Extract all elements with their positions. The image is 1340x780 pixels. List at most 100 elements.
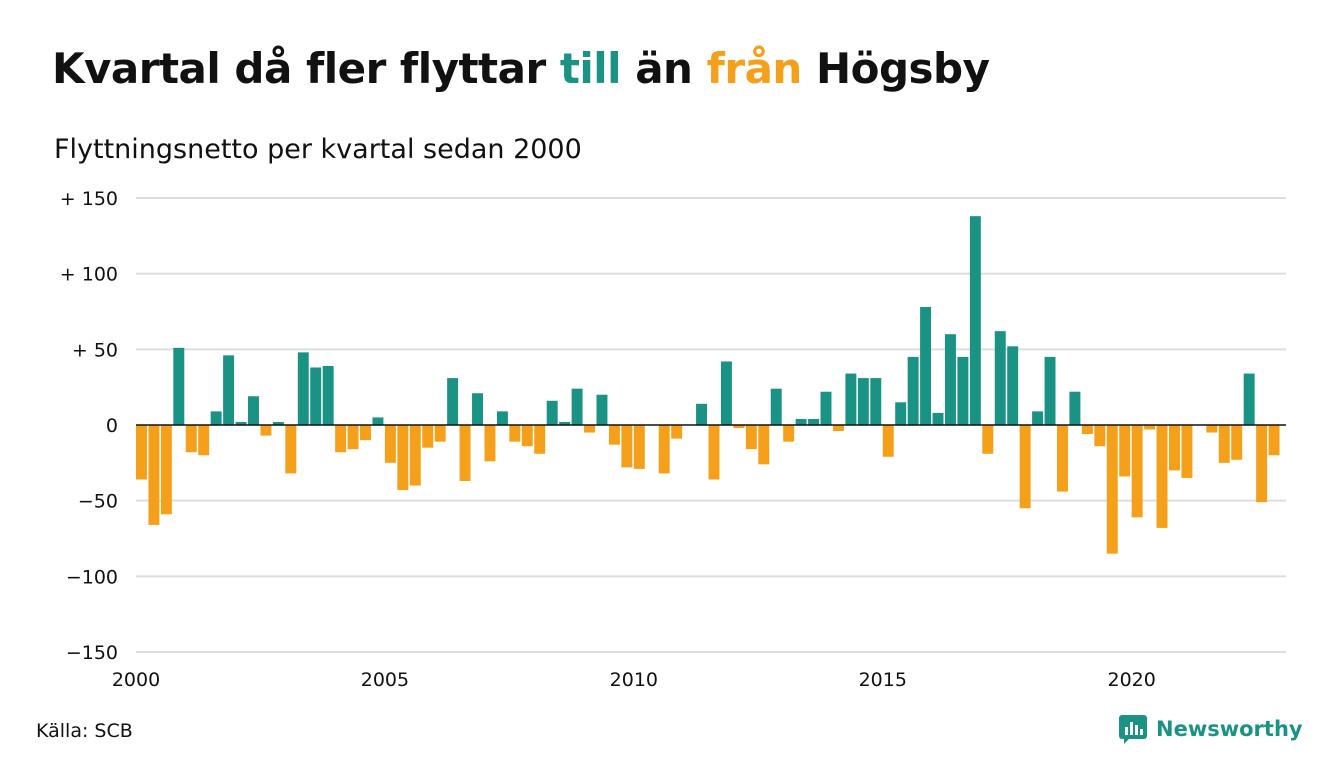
bar [1156, 425, 1168, 528]
bar [484, 425, 496, 462]
bar [944, 334, 956, 425]
bar [857, 378, 869, 425]
bar [608, 425, 620, 445]
title-in-word: till [559, 44, 622, 93]
chart-subtitle: Flyttningsnetto per kvartal sedan 2000 [54, 134, 582, 165]
bar [733, 425, 745, 429]
grid-lines [136, 197, 1286, 653]
x-tick-label: 2000 [112, 669, 160, 691]
bars [136, 216, 1280, 554]
bar [285, 425, 297, 474]
bar [1106, 425, 1118, 554]
title-part2: än [621, 44, 707, 93]
brand-name: Newsworthy [1156, 717, 1303, 741]
bar [882, 425, 894, 457]
bar [472, 393, 483, 425]
bar [509, 425, 521, 442]
bar [820, 391, 832, 425]
bar [185, 425, 197, 453]
bar [696, 403, 708, 425]
bar-chart-bubble-icon [1119, 715, 1147, 744]
x-tick-label: 2015 [859, 669, 907, 691]
bar [745, 425, 757, 450]
bar [372, 417, 384, 425]
bar [845, 373, 857, 425]
bar [1069, 391, 1081, 425]
bar [434, 425, 446, 442]
x-tick-label: 2005 [361, 669, 409, 691]
bar [546, 400, 558, 425]
bar [1181, 425, 1193, 478]
bar [384, 425, 396, 463]
chart-title: Kvartal då fler flyttar till än från Hög… [52, 44, 990, 93]
title-part1: Kvartal då fler flyttar [52, 44, 560, 93]
bar [1256, 425, 1268, 503]
title-out-word: från [706, 44, 803, 93]
bar [559, 421, 571, 425]
bar [1268, 425, 1280, 456]
bar [1119, 425, 1131, 477]
bar [658, 425, 670, 474]
bar [496, 411, 508, 425]
bar [870, 378, 882, 425]
source-note: Källa: SCB [36, 720, 133, 742]
bar [920, 306, 932, 425]
bar [895, 402, 907, 425]
bar [1131, 425, 1143, 518]
bar [1218, 425, 1230, 463]
bar [596, 394, 608, 425]
bar [1019, 425, 1031, 509]
bar [969, 216, 981, 425]
bar [360, 425, 371, 441]
bar [1056, 425, 1068, 492]
bar [621, 425, 633, 468]
bar [335, 425, 347, 453]
bar [994, 331, 1006, 425]
bar [235, 421, 247, 425]
y-tick-label: + 150 [60, 188, 118, 210]
bar [957, 356, 969, 425]
bar [248, 396, 259, 425]
bar [148, 425, 160, 525]
bar [160, 425, 172, 515]
y-tick-label: −50 [78, 491, 118, 513]
bar [584, 425, 596, 433]
bar [260, 425, 272, 436]
bar [272, 421, 284, 425]
x-axis-labels: 2000 2005 2010 2015 2020 [112, 669, 1156, 691]
bar [322, 365, 334, 425]
bar [808, 418, 820, 425]
bar [397, 425, 409, 491]
bar [173, 347, 185, 425]
bar [521, 425, 533, 447]
bar [310, 367, 322, 425]
bar [708, 425, 720, 480]
bar [534, 425, 546, 454]
y-tick-label: −100 [66, 566, 118, 588]
bar [1032, 411, 1044, 425]
bar [758, 425, 770, 465]
bar [1144, 425, 1156, 430]
bar [671, 425, 683, 439]
bar [1007, 346, 1019, 425]
bar [1231, 425, 1243, 460]
y-tick-label: + 100 [60, 264, 118, 286]
y-tick-label: + 50 [72, 339, 118, 361]
bar [347, 425, 359, 450]
title-part3: Högsby [801, 44, 990, 93]
bar [210, 411, 222, 425]
bar [633, 425, 645, 469]
y-tick-label: −150 [66, 642, 118, 664]
bar [136, 425, 147, 480]
bar [1094, 425, 1106, 447]
bar [571, 388, 583, 425]
bar [783, 425, 795, 442]
bar [770, 388, 782, 425]
bar [907, 356, 919, 425]
bar [459, 425, 471, 481]
bar [1044, 356, 1056, 425]
x-tick-label: 2010 [610, 669, 658, 691]
y-axis-labels: + 150 + 100 + 50 0 −50 −100 −150 [60, 188, 118, 664]
y-tick-label: 0 [106, 415, 118, 437]
bar [198, 425, 210, 456]
